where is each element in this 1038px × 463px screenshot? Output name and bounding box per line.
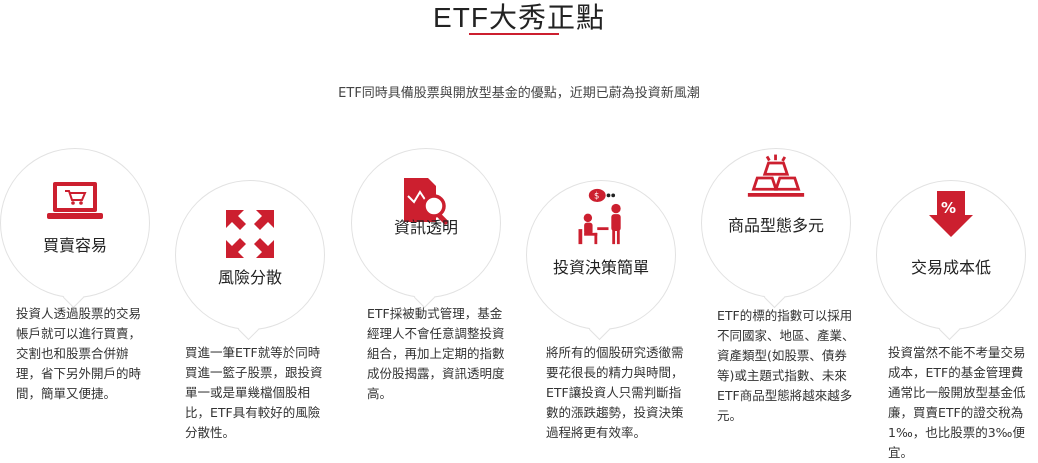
feature-card-diverse-products: 商品型態多元 ETF的標的指數可以採用不同國家、地區、產業、資產類型(如股票、債… — [701, 148, 859, 448]
percent-down-icon: % — [921, 188, 981, 240]
svg-text:$: $ — [594, 191, 599, 201]
svg-text:%: % — [941, 199, 956, 217]
feature-description: 投資人透過股票的交易帳戶就可以進行買賣，交割也和股票合併辦理，省下另外開戶的時間… — [16, 306, 142, 401]
feature-description: 將所有的個股研究透徹需要花很長的精力與時間，ETF讓投資人只需判斷指數的漲跌趨勢… — [546, 345, 684, 440]
feature-label: 買賣容易 — [42, 236, 107, 255]
laptop-cart-icon — [45, 176, 105, 228]
feature-card-transparency: 資訊透明 ETF採被動式管理，基金經理人不會任意調整投資組合，再加上定期的指數成… — [351, 148, 509, 448]
scatter-arrows-icon — [220, 208, 280, 260]
feature-label: 風險分散 — [217, 268, 282, 287]
feature-bubble — [0, 148, 150, 298]
feature-bubble — [351, 148, 501, 298]
report-magnifier-icon — [396, 176, 456, 228]
feature-card-low-cost: % 交易成本低 投資當然不能不考量交易成本，ETF的基金管理費通常比一般開放型基… — [876, 180, 1034, 460]
feature-label: 投資決策簡單 — [552, 258, 649, 277]
consultation-icon: $ — [571, 184, 631, 248]
feature-label: 資訊透明 — [393, 218, 458, 237]
feature-label: 交易成本低 — [910, 258, 991, 277]
feature-description: ETF採被動式管理，基金經理人不會任意調整投資組合，再加上定期的指數成份股揭露，… — [367, 306, 505, 401]
feature-description: ETF的標的指數可以採用不同國家、地區、產業、資產類型(如股票、債券等)或主題式… — [717, 308, 855, 423]
feature-card-risk-diversification: 風險分散 買進一筆ETF就等於同時買進一籃子股票，跟投資單一或是單幾檔個股相比，… — [175, 180, 333, 460]
title-underline — [469, 33, 559, 35]
page-title: ETF大秀正點 — [433, 1, 605, 34]
feature-card-simple-decisions: $ 投資決策簡單 將所有的個股研究透徹需要花很長的精力與時間，ETF讓投資人只需… — [526, 180, 684, 460]
feature-label: 商品型態多元 — [727, 216, 824, 235]
feature-bubble — [175, 180, 325, 330]
feature-bubble — [526, 180, 676, 330]
gold-bars-icon — [746, 152, 806, 204]
feature-card-easy-trade: 買賣容易 投資人透過股票的交易帳戶就可以進行買賣，交割也和股票合併辦理，省下另外… — [0, 148, 158, 448]
feature-description: 買進一筆ETF就等於同時買進一籃子股票，跟投資單一或是單幾檔個股相比，ETF具有… — [185, 345, 323, 440]
feature-description: 投資當然不能不考量交易成本，ETF的基金管理費通常比一般開放型基金低廉，買賣ET… — [888, 345, 1026, 460]
page-subtitle: ETF同時具備股票與開放型基金的優點，近期已蔚為投資新風潮 — [338, 86, 700, 101]
